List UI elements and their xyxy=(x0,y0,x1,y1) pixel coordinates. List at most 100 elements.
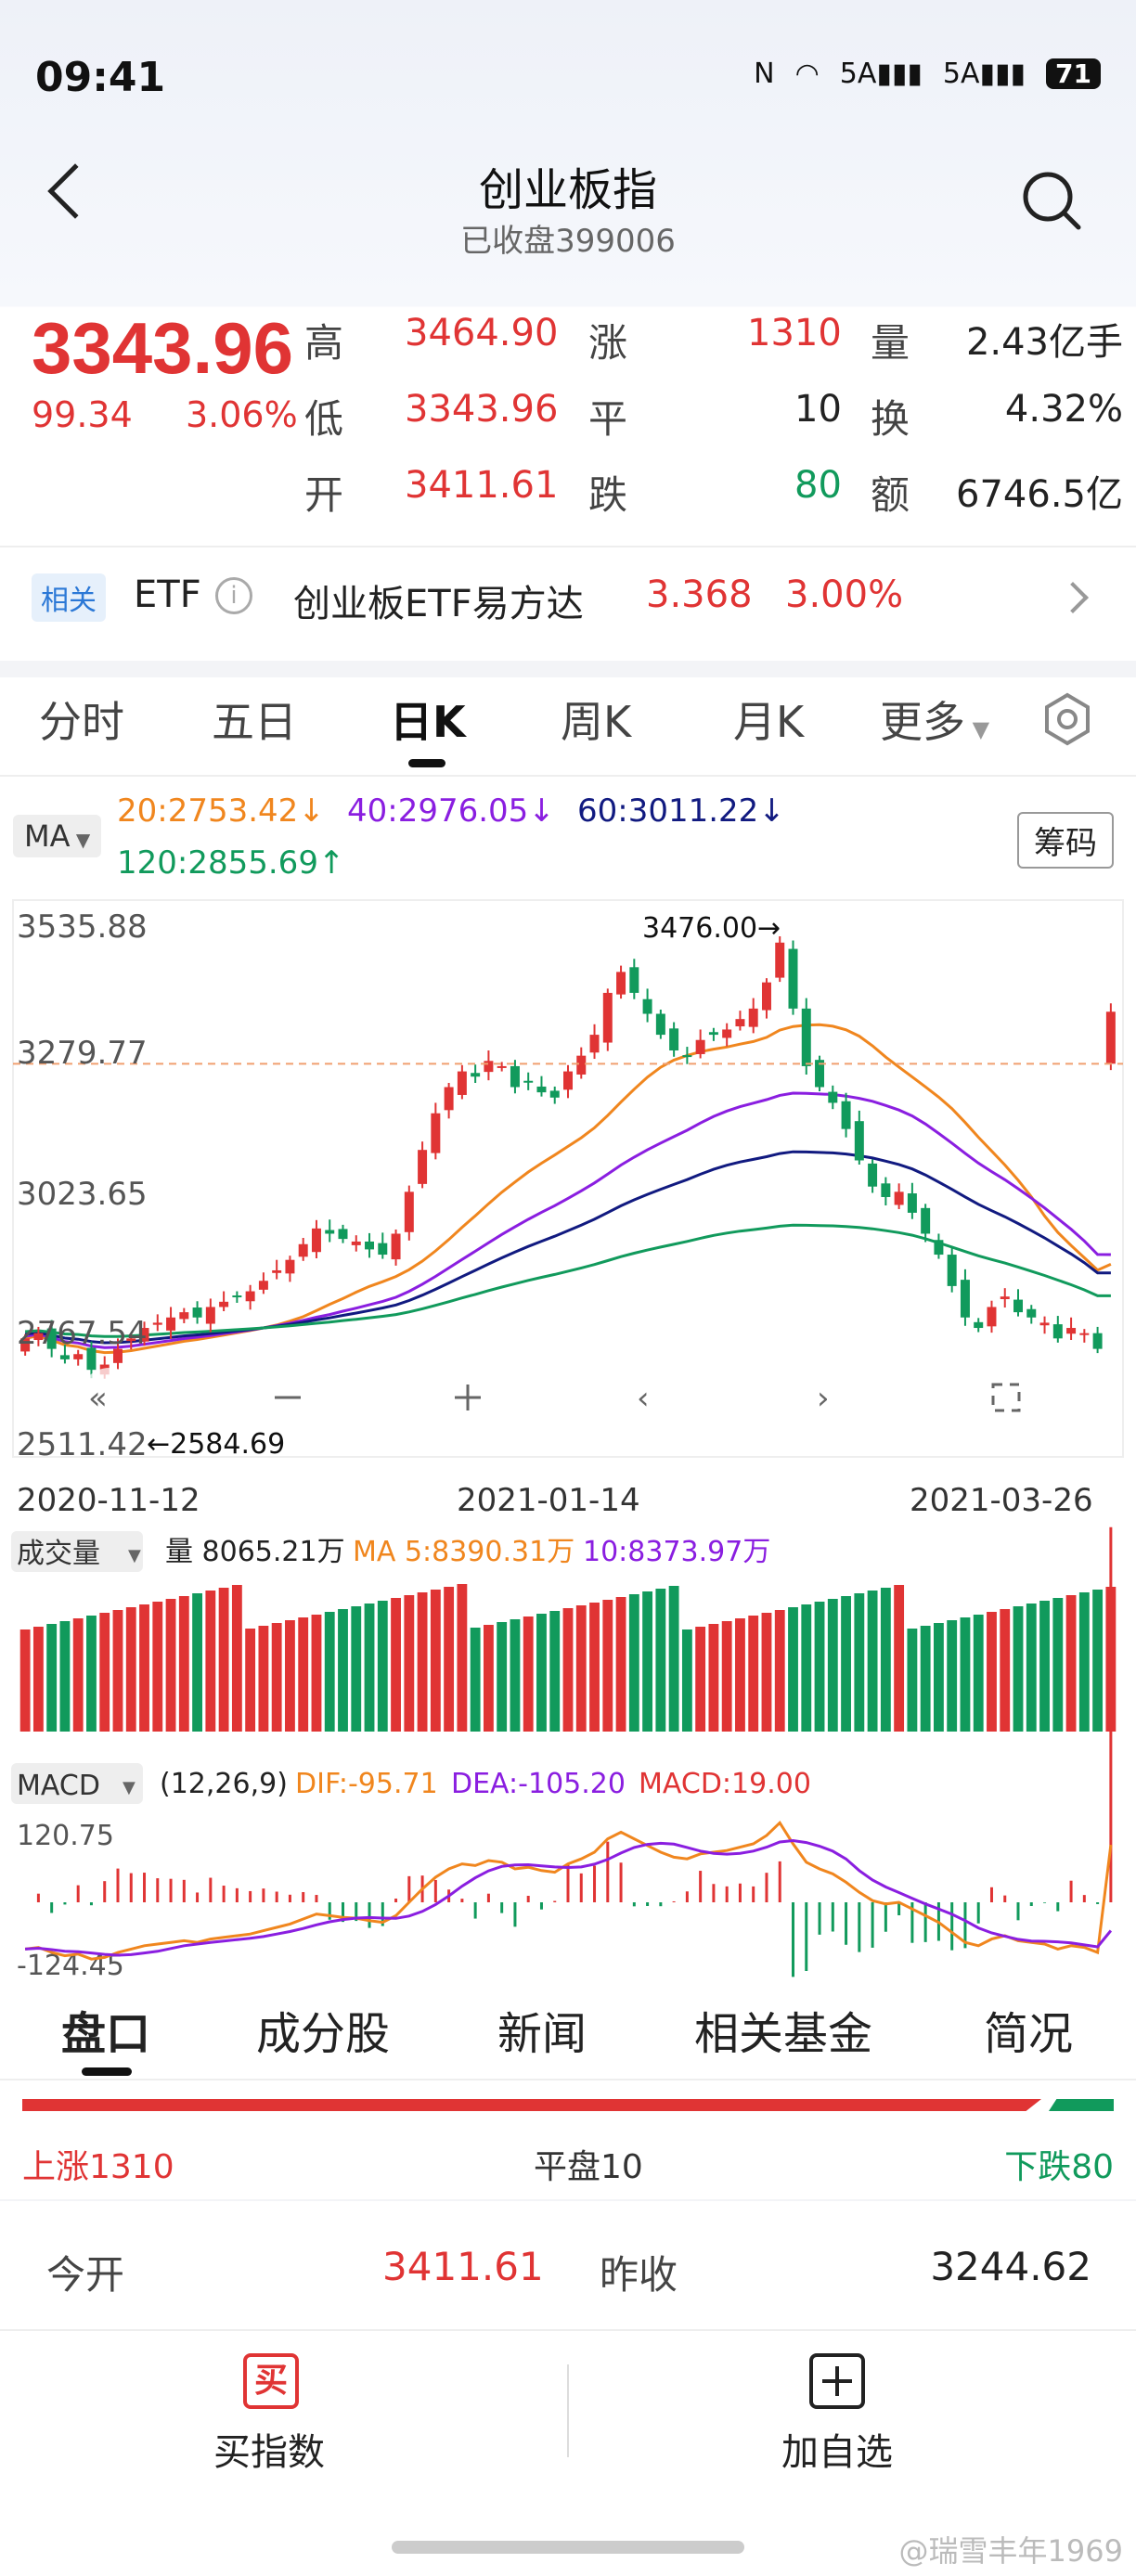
candle-body xyxy=(907,1193,917,1213)
decline-ratio-bar xyxy=(1049,2099,1114,2111)
chart-scroll-left-button[interactable]: « xyxy=(80,1368,139,1427)
volume-bar xyxy=(708,1624,719,1732)
volume-bar xyxy=(854,1593,865,1732)
candle-body xyxy=(1105,1011,1116,1064)
volume-bar xyxy=(721,1621,732,1732)
info-icon[interactable]: i xyxy=(215,577,252,614)
candle-body xyxy=(232,1295,242,1298)
volume-bar xyxy=(615,1597,626,1732)
volume-bar xyxy=(1052,1598,1064,1732)
signal-icon-2: 5A▮▮▮ xyxy=(942,58,1026,90)
candle-body xyxy=(708,1032,718,1036)
volume-bar xyxy=(575,1605,587,1732)
candle-body xyxy=(576,1055,587,1075)
macd-selector[interactable] xyxy=(11,1763,143,1804)
related-etf-name[interactable]: 创业板ETF易方达 xyxy=(293,583,584,625)
tab-more[interactable]: 更多 ▼ xyxy=(880,697,990,747)
tab-news[interactable]: 新闻 xyxy=(497,2008,587,2060)
candle-body xyxy=(549,1090,560,1098)
volume-selector-label: 成交量 xyxy=(17,1538,100,1570)
candle-body xyxy=(391,1233,401,1260)
tab-five-day[interactable]: 五日 xyxy=(212,697,297,747)
divider xyxy=(567,2364,569,2457)
active-tab-indicator xyxy=(408,759,445,767)
home-indicator[interactable] xyxy=(392,2541,744,2554)
candle-body xyxy=(298,1243,308,1257)
candle-body xyxy=(258,1281,268,1290)
volume-bar xyxy=(894,1585,905,1732)
zoom-out-button[interactable] xyxy=(258,1368,317,1427)
candle-body xyxy=(1052,1324,1063,1339)
volume-bar xyxy=(483,1625,494,1732)
zoom-in-button[interactable] xyxy=(438,1368,497,1427)
volume-bar xyxy=(298,1617,309,1732)
x-tick: 2021-03-26 xyxy=(910,1482,1093,1519)
candle-body xyxy=(775,942,785,978)
volume-bar xyxy=(562,1608,574,1732)
candle-body xyxy=(73,1354,84,1359)
volume-bar xyxy=(987,1612,997,1732)
tab-constituents[interactable]: 成分股 xyxy=(256,2008,391,2060)
candle-body xyxy=(669,1028,679,1051)
tab-profile[interactable]: 简况 xyxy=(984,2008,1074,2060)
tab-related-funds[interactable]: 相关基金 xyxy=(694,2008,873,2060)
chart-prev-button[interactable]: ‹ xyxy=(618,1368,678,1427)
candle-body xyxy=(219,1301,229,1307)
header-background xyxy=(0,0,1136,543)
candle-body xyxy=(868,1163,878,1187)
volume-bar xyxy=(549,1611,561,1732)
tab-monthly-k[interactable]: 月K xyxy=(733,697,805,747)
candle-body xyxy=(179,1312,189,1320)
candle-body xyxy=(815,1060,825,1088)
candle-body xyxy=(1092,1333,1103,1349)
chevron-right-icon[interactable] xyxy=(1057,582,1089,613)
candle-body xyxy=(510,1065,520,1088)
volume-bar xyxy=(497,1622,508,1732)
volume-bar xyxy=(72,1618,84,1732)
candle-body xyxy=(365,1241,375,1250)
y-tick: 2767.54 xyxy=(17,1315,148,1352)
stat-label-amount: 额 xyxy=(871,472,910,518)
buy-icon[interactable]: 买 xyxy=(243,2353,299,2409)
candlestick-chart[interactable]: 3535.88 3279.77 3023.65 2767.54 2511.42 … xyxy=(0,891,1136,1986)
svg-text:‹: ‹ xyxy=(637,1380,650,1417)
stat-label-volume: 量 xyxy=(871,320,910,366)
volume-bar xyxy=(589,1603,600,1732)
ma120-line xyxy=(24,1223,1111,1338)
chart-next-button[interactable]: › xyxy=(796,1368,856,1427)
tab-intraday[interactable]: 分时 xyxy=(39,697,124,747)
tab-order-book[interactable]: 盘口 xyxy=(61,2008,151,2060)
macd-histogram xyxy=(24,1526,1113,1977)
last-price: 3343.96 xyxy=(32,307,293,389)
add-icon[interactable] xyxy=(809,2353,865,2409)
add-watchlist-button[interactable]: 加自选 xyxy=(781,2431,893,2474)
candle-body xyxy=(695,1039,705,1054)
candle-body xyxy=(1039,1322,1050,1326)
macd-dif-line xyxy=(24,1820,1113,1961)
buy-index-button[interactable]: 买指数 xyxy=(213,2431,325,2474)
volume-bar xyxy=(947,1620,958,1732)
stat-value-open: 3411.61 xyxy=(405,464,559,507)
y-tick: 3279.77 xyxy=(17,1035,148,1072)
volume-bar xyxy=(46,1624,58,1732)
volume-bar xyxy=(973,1615,984,1732)
ma-selector[interactable]: MA ▼ xyxy=(13,815,102,857)
volume-selector[interactable] xyxy=(11,1531,143,1572)
volume-bar xyxy=(271,1623,282,1732)
tab-weekly-k[interactable]: 周K xyxy=(561,697,632,747)
search-icon[interactable] xyxy=(1021,170,1082,231)
chips-button[interactable]: 筹码 xyxy=(1017,812,1114,869)
page-title: 创业板指 xyxy=(478,164,657,216)
unchanged-count: 平盘10 xyxy=(534,2148,643,2186)
advance-count: 上涨1310 xyxy=(22,2148,174,2186)
volume-bar xyxy=(681,1629,692,1732)
gear-icon[interactable] xyxy=(1039,691,1095,747)
candle-body xyxy=(761,982,771,1011)
fullscreen-icon[interactable] xyxy=(976,1368,1036,1427)
volume-bar xyxy=(880,1588,891,1732)
stat-value-high: 3464.90 xyxy=(405,312,559,354)
volume-bar xyxy=(205,1591,216,1732)
candle-body xyxy=(152,1322,162,1325)
volume-bar xyxy=(602,1600,613,1732)
tab-daily-k[interactable]: 日K xyxy=(390,697,466,747)
